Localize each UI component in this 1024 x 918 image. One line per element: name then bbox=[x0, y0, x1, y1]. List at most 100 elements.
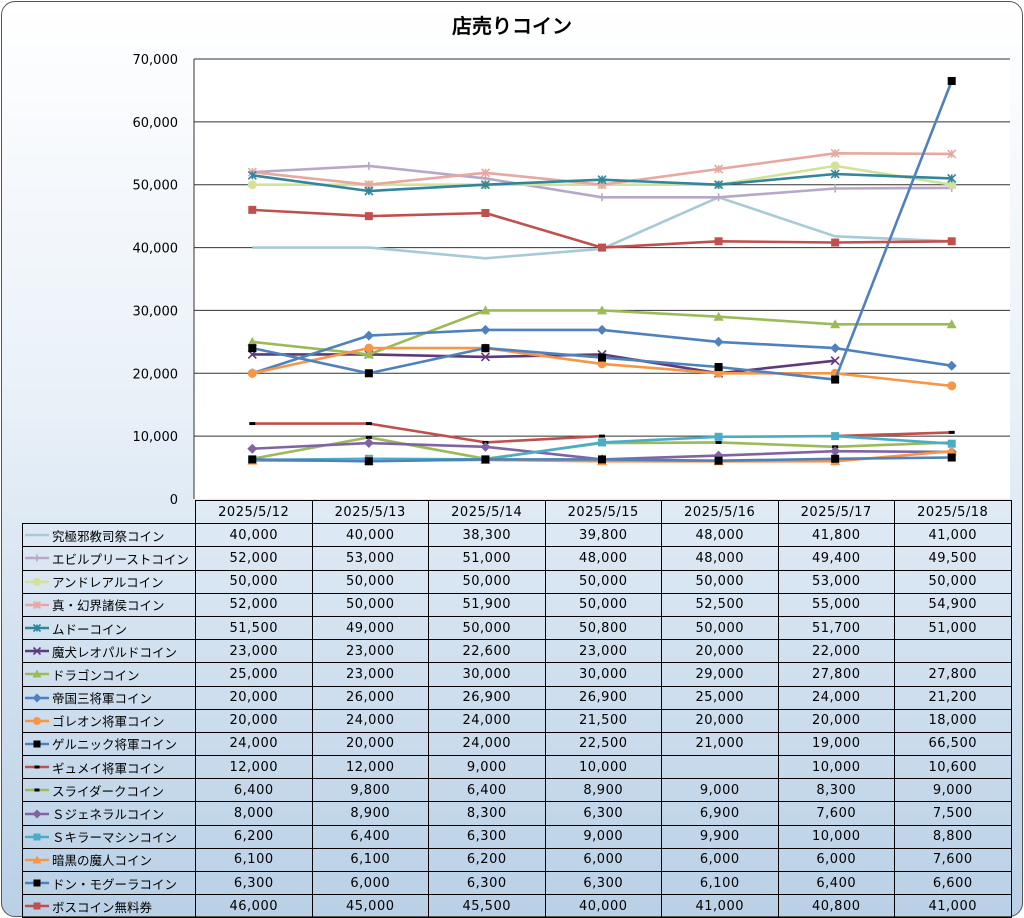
data-table: 2025/5/12 2025/5/13 2025/5/14 2025/5/15 2025… bbox=[22, 499, 1012, 918]
data-cell: 20,000 bbox=[661, 639, 779, 664]
legend-marker bbox=[34, 765, 40, 769]
data-cell: 26,900 bbox=[428, 685, 546, 710]
data-cell: 10,000 bbox=[544, 755, 662, 780]
legend-label: アンドレアルコイン bbox=[52, 575, 164, 591]
y-tick-label: 60,000 bbox=[133, 116, 179, 131]
data-cell: 6,100 bbox=[661, 870, 779, 896]
data-cell: 50,000 bbox=[428, 569, 546, 594]
series-4-point bbox=[830, 148, 840, 158]
series-4-point bbox=[714, 164, 724, 174]
data-cell: 48,000 bbox=[661, 523, 779, 548]
data-cell: 6,400 bbox=[428, 778, 546, 803]
legend-entry: ゴレオン将軍コイン bbox=[22, 708, 196, 733]
series-8-point bbox=[363, 330, 374, 341]
legend-label: 帝国三将軍コイン bbox=[52, 691, 153, 707]
y-tick-label: 50,000 bbox=[133, 179, 179, 194]
series-3-point bbox=[247, 180, 257, 190]
series-7-point bbox=[247, 336, 258, 346]
series-14-point bbox=[831, 432, 840, 441]
data-cell: 6,600 bbox=[894, 870, 1012, 896]
table-row: スライダークコイン 6,400 9,800 6,400 8,900 9,000 8,300 9… bbox=[22, 778, 1012, 803]
legend-key bbox=[25, 600, 49, 609]
data-cell: 51,700 bbox=[777, 615, 895, 641]
data-cell: 6,100 bbox=[195, 847, 313, 873]
data-cell: 46,000 bbox=[195, 894, 313, 918]
data-cell: 8,300 bbox=[777, 778, 895, 803]
data-cell: 45,500 bbox=[428, 894, 546, 918]
series-17-point bbox=[481, 209, 490, 217]
table-row: ボスコイン無料券 46,000 45,000 45,500 40,000 41,000 40… bbox=[22, 894, 1012, 918]
data-cell: 12,000 bbox=[195, 755, 313, 780]
data-cell: 22,000 bbox=[777, 639, 895, 664]
table-row: アンドレアルコイン 50,000 50,000 50,000 50,000 50,000 5… bbox=[22, 569, 1012, 594]
legend-label: 魔犬レオパルドコイン bbox=[52, 644, 178, 660]
legend-key bbox=[25, 855, 49, 864]
data-cell: 40,000 bbox=[195, 523, 313, 548]
legend-key bbox=[25, 740, 49, 748]
series-14-point bbox=[598, 438, 606, 447]
series-10-point bbox=[481, 344, 490, 353]
data-cell: 40,000 bbox=[311, 523, 429, 548]
data-cell: 6,300 bbox=[428, 870, 546, 896]
series-11-point bbox=[365, 422, 372, 426]
data-cell: 7,500 bbox=[894, 801, 1012, 826]
legend-entry: アンドレアルコイン bbox=[22, 569, 196, 594]
series-17-point bbox=[248, 205, 257, 214]
x-tick-label: 2025/5/18 bbox=[894, 499, 1012, 525]
table-row: 帝国三将軍コイン 20,000 26,000 26,900 26,900 25,000 24… bbox=[22, 685, 1012, 710]
legend-key bbox=[25, 765, 49, 769]
data-cell: 38,300 bbox=[428, 523, 546, 548]
series-8-point bbox=[480, 324, 491, 335]
data-cell: 23,000 bbox=[195, 639, 313, 664]
legend-entry: 魔犬レオパルドコイン bbox=[22, 639, 196, 664]
series-14-point bbox=[714, 432, 723, 441]
legend-label: ギュメイ将軍コイン bbox=[52, 760, 165, 776]
data-cell: 23,000 bbox=[311, 662, 429, 687]
legend-marker bbox=[33, 577, 41, 586]
legend-label: ボスコイン無料券 bbox=[52, 899, 153, 915]
data-cell: 41,000 bbox=[894, 523, 1012, 548]
series-8-point bbox=[946, 360, 957, 371]
data-cell: 52,500 bbox=[661, 592, 779, 617]
legend-marker bbox=[32, 647, 42, 656]
data-cell: 41,800 bbox=[777, 523, 895, 548]
legend-marker bbox=[33, 833, 41, 841]
series-2-point bbox=[831, 184, 840, 193]
data-cell: 51,000 bbox=[428, 546, 546, 571]
data-cell: 49,400 bbox=[777, 546, 895, 571]
series-13-point bbox=[363, 438, 374, 449]
data-cell: 39,800 bbox=[544, 523, 662, 548]
legend-entry: ボスコイン無料券 bbox=[22, 894, 196, 918]
series-13-point bbox=[247, 443, 258, 454]
data-cell: 24,000 bbox=[195, 731, 313, 757]
data-cell: 30,000 bbox=[544, 662, 662, 687]
table-row: ドラゴンコイン 25,000 23,000 30,000 30,000 29,000 27,… bbox=[22, 662, 1012, 687]
series-11-point bbox=[599, 434, 605, 438]
data-cell: 6,000 bbox=[661, 847, 779, 873]
series-7-point bbox=[597, 305, 607, 315]
series-2-point bbox=[714, 193, 723, 202]
data-cell: 10,600 bbox=[894, 755, 1012, 780]
data-cell: 50,000 bbox=[661, 569, 779, 594]
data-cell: 8,300 bbox=[428, 801, 546, 826]
series-7-point bbox=[713, 311, 724, 321]
data-cell: 40,000 bbox=[544, 894, 662, 918]
legend-marker bbox=[34, 788, 40, 792]
series-10-point bbox=[248, 344, 257, 353]
series-9-point bbox=[247, 368, 257, 378]
legend-marker bbox=[33, 716, 41, 725]
data-cell: 6,000 bbox=[544, 847, 662, 873]
series-2-point bbox=[364, 161, 373, 170]
series-16-point bbox=[831, 454, 840, 463]
legend-label: 暗黒の魔人コイン bbox=[52, 853, 153, 869]
legend-marker bbox=[32, 669, 42, 678]
data-cell: 41,000 bbox=[661, 894, 779, 918]
series-4-point bbox=[480, 168, 490, 178]
data-cell bbox=[661, 755, 779, 780]
data-cell: 6,300 bbox=[544, 801, 662, 826]
data-cell: 29,000 bbox=[661, 662, 779, 687]
data-cell: 26,000 bbox=[311, 685, 429, 710]
data-cell: 48,000 bbox=[544, 546, 662, 571]
legend-entry: 真・幻界諸侯コイン bbox=[22, 592, 196, 617]
